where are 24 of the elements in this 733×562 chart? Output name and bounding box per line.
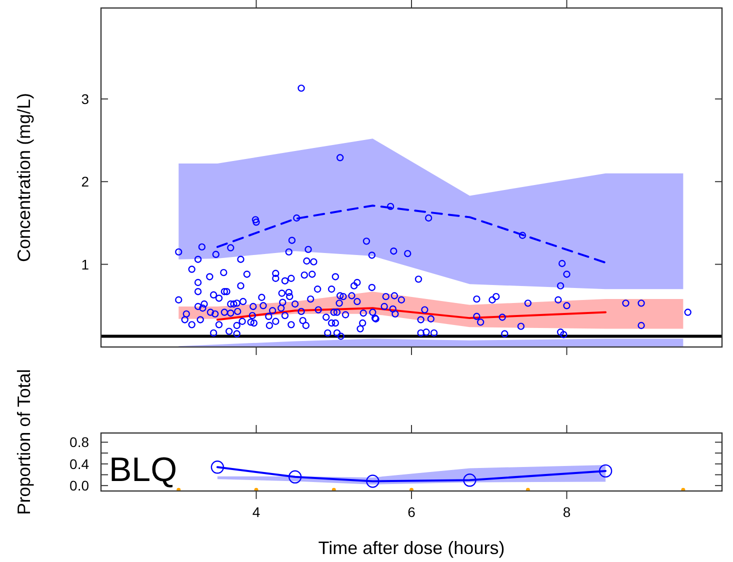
y-axis-title: Proportion of Total [14,369,34,515]
point [598,464,612,478]
point [210,460,224,474]
y-tick-label: 3 [81,90,90,107]
y-tick-label: 0.8 [70,434,90,450]
point [526,488,530,491]
x-tick-label: 6 [408,504,416,520]
y-axis-title: Concentration (mg/L) [14,92,34,262]
y-tick-label: 2 [81,174,90,190]
y-tick-label: 0.4 [70,456,90,472]
annotation: BLQ [109,451,178,489]
line-series [216,307,607,321]
x-axis-title: Time after dose (hours) [318,538,505,558]
y-tick-label: 0.0 [70,478,90,494]
y-tick-label: 1 [81,256,90,272]
point [288,470,302,484]
point [366,474,380,488]
line-series [216,204,607,264]
x-tick-label: 4 [252,504,260,520]
point [681,488,686,491]
point [176,488,181,491]
x-tick-label: 8 [562,504,571,520]
point [463,474,476,487]
point [332,488,336,491]
